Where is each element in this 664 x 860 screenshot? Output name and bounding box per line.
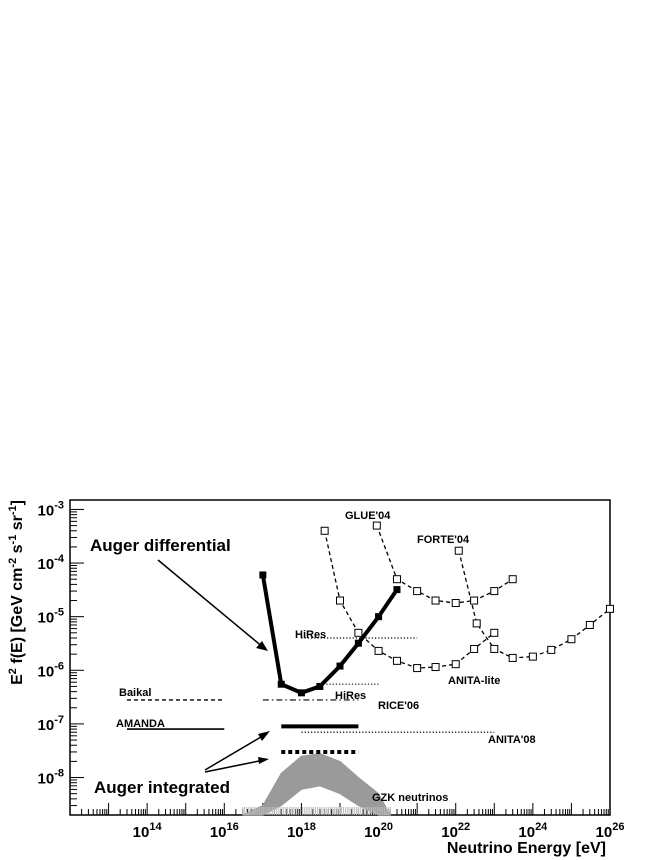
series-forte-04-point <box>547 645 556 654</box>
series-anita-lite-point <box>374 646 383 655</box>
x-axis-title: Neutrino Energy [eV] <box>447 840 606 857</box>
arrowhead-auger-integrated-1 <box>258 731 270 741</box>
y-tick-label: 10-8 <box>38 768 64 788</box>
x-tick-label: 1018 <box>287 821 316 841</box>
y-tick-label: 10-6 <box>38 660 64 680</box>
label-auger-integrated: Auger integrated <box>94 778 230 797</box>
series-glue-04-point <box>451 598 460 607</box>
y-tick-label: 10-7 <box>38 714 64 734</box>
series-forte-04-point <box>508 653 517 662</box>
series-auger-differential-point <box>259 571 267 579</box>
label-anita-lite: ANITA-lite <box>448 675 500 687</box>
label-anita08: ANITA'08 <box>488 734 536 746</box>
label-gzk-neutrinos: GZK neutrinos <box>372 792 448 804</box>
label-baikal: Baikal <box>119 687 151 699</box>
label-hires-upper: HiRes <box>295 629 326 641</box>
series-anita-lite-line <box>324 530 495 669</box>
y-tick-label: 10-3 <box>38 499 64 519</box>
series-auger-differential-point <box>297 689 305 697</box>
y-axis-ticks <box>70 508 84 816</box>
label-auger-differential: Auger differential <box>90 536 231 555</box>
series-glue-04-point <box>392 575 401 584</box>
y-axis-title: E2 f(E) [GeV cm-2 s-1 sr-1] <box>7 500 26 685</box>
arrow-auger-integrated-2 <box>204 759 265 773</box>
svg-text:E2 f(E) [GeV cm-2 s-1 sr-1]: E2 f(E) [GeV cm-2 s-1 sr-1] <box>7 500 26 685</box>
series-anita-lite-point <box>354 628 363 637</box>
y-tick-label: 10-4 <box>38 553 65 573</box>
series-forte-04-point <box>472 619 481 628</box>
series-forte-04-point <box>606 604 614 613</box>
series-glue-04-point <box>431 596 440 605</box>
series-auger-differential-point <box>393 586 401 594</box>
series-forte-04-point <box>585 620 594 629</box>
series-anita-lite-point <box>336 596 344 605</box>
annotation-arrows <box>157 559 270 773</box>
arrowhead-auger-differential <box>256 641 268 651</box>
series-anita-lite-point <box>490 628 499 637</box>
series-auger-differential-point <box>336 662 344 670</box>
series-lines <box>126 525 611 754</box>
arrow-auger-differential <box>157 559 265 649</box>
label-hires-lower: HiRes <box>335 690 366 702</box>
series-forte-04-point <box>567 635 576 644</box>
series-auger-differential-point <box>375 613 383 621</box>
y-tick-label: 10-5 <box>38 607 64 627</box>
series-anita-lite-point <box>413 664 422 673</box>
series-forte-04-line <box>458 550 611 659</box>
y-axis-tick-labels: 10-8 10-7 10-6 10-5 10-4 10-3 <box>38 499 65 787</box>
label-glue04: GLUE'04 <box>345 510 391 522</box>
series-glue-04-point <box>508 575 517 584</box>
series-anita-lite-point <box>320 526 329 535</box>
series-anita-lite-point <box>392 656 401 665</box>
gzk-neutrinos-band <box>242 753 392 816</box>
series-gzk-neutrinos-band <box>242 753 392 816</box>
series-anita-lite-point <box>451 660 460 669</box>
series-glue-04-point <box>413 587 422 596</box>
label-forte04: FORTE'04 <box>417 534 470 546</box>
arrowhead-auger-integrated-2 <box>258 757 269 764</box>
series-glue-04-point <box>372 521 381 530</box>
series-anita-lite-point <box>470 644 479 653</box>
x-tick-label: 1022 <box>441 821 470 841</box>
series-forte-04-point <box>490 644 499 653</box>
series-forte-04-point <box>454 546 463 555</box>
series-anita-lite-point <box>431 663 440 672</box>
label-amanda: AMANDA <box>116 718 165 730</box>
series-auger-differential-point <box>277 680 285 688</box>
x-tick-label: 1014 <box>133 821 163 841</box>
arrow-auger-integrated-1 <box>204 733 267 771</box>
series-auger-differential-point <box>354 639 362 647</box>
series-auger-differential-line <box>260 574 399 695</box>
series-markers <box>259 521 614 697</box>
series-glue-04-point <box>490 587 499 596</box>
x-tick-label: 1024 <box>518 821 548 841</box>
x-tick-label: 1020 <box>364 821 393 841</box>
x-tick-label: 1016 <box>210 821 239 841</box>
x-tick-label: 1026 <box>596 821 625 841</box>
series-forte-04-point <box>528 652 537 661</box>
series-glue-04-point <box>470 596 479 605</box>
x-axis-tick-labels: 1014 1016 1018 1020 1022 1024 1026 <box>133 821 625 841</box>
label-rice06: RICE'06 <box>378 700 419 712</box>
series-auger-differential-point <box>316 682 324 690</box>
